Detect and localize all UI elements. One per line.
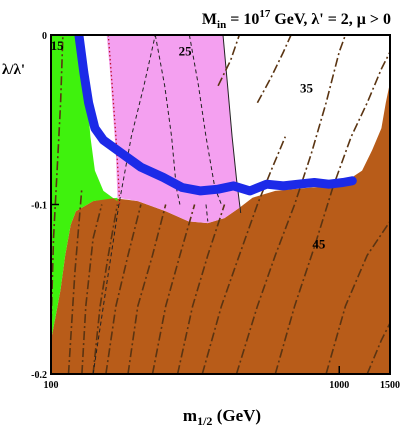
y-tick-label-1: -0.1 — [31, 201, 47, 212]
x-axis-label-sub: 1/2 — [197, 414, 212, 428]
region-green — [51, 35, 118, 341]
x-tick-label-2: 1500 — [380, 380, 400, 391]
region-pink — [106, 35, 241, 224]
y-axis-label: λ/λ' — [2, 62, 25, 78]
blue-band — [74, 35, 357, 196]
title-lhs: M — [202, 11, 217, 28]
contour-dashdot-10 — [274, 51, 390, 374]
y-tick-label-2: -0.2 — [31, 370, 47, 381]
contour-dashdot-12 — [366, 322, 390, 374]
contour-label-0: 15 — [51, 38, 65, 53]
x-axis-label-main: m — [183, 406, 197, 425]
contour-dashdot-7 — [176, 204, 226, 374]
contour-label-1: 25 — [179, 43, 193, 58]
title-exp: 17 — [259, 8, 271, 20]
contour-dashdot-13 — [256, 35, 292, 104]
x-axis-label: m1/2 (GeV) — [183, 406, 261, 428]
ticks-layer: 100 1000 1500 0 -0.1 -0.2 — [31, 31, 400, 391]
x-axis-label-rest: (GeV) — [212, 406, 261, 425]
contour-dashed-3 — [205, 204, 209, 222]
title: Min = 1017 GeV, λ' = 2, μ > 0 — [202, 8, 391, 31]
contour-dashdot-5 — [127, 204, 167, 374]
x-tick-label-1: 1000 — [329, 380, 349, 391]
title-rest: GeV, λ' = 2, μ > 0 — [270, 11, 391, 28]
title-eq: = 10 — [226, 11, 259, 28]
contour-dashdot-2 — [81, 204, 103, 374]
contour-dashdot-11 — [325, 220, 390, 374]
contour-dashdot-6 — [151, 204, 196, 374]
contour-dashdot-9 — [235, 35, 347, 374]
contour-dashed-0 — [92, 35, 156, 374]
contour-dashdot-1 — [67, 187, 83, 374]
contour-label-2: 35 — [300, 81, 314, 96]
region-stau_lsp — [51, 82, 390, 374]
contour-label-3: 45 — [312, 236, 326, 251]
svg-text:Min = 1017 GeV, λ' = 2, μ > 0: Min = 1017 GeV, λ' = 2, μ > 0 — [202, 8, 391, 31]
x-tick-label-0: 100 — [44, 380, 59, 391]
band-layer — [74, 35, 357, 196]
regions-layer — [51, 35, 390, 374]
title-lhs-sub: in — [217, 19, 226, 31]
contour-dashdot-3 — [92, 204, 119, 374]
contour-lines-layer — [51, 35, 390, 374]
contour-dashdot-0 — [51, 35, 64, 357]
contour-dashdot-8 — [201, 136, 287, 374]
contour-dashdot-14 — [217, 35, 241, 87]
y-tick-label-0: 0 — [42, 31, 47, 42]
contour-dashdot-4 — [105, 204, 142, 374]
contour-labels-layer: 15 25 35 45 — [51, 38, 326, 251]
